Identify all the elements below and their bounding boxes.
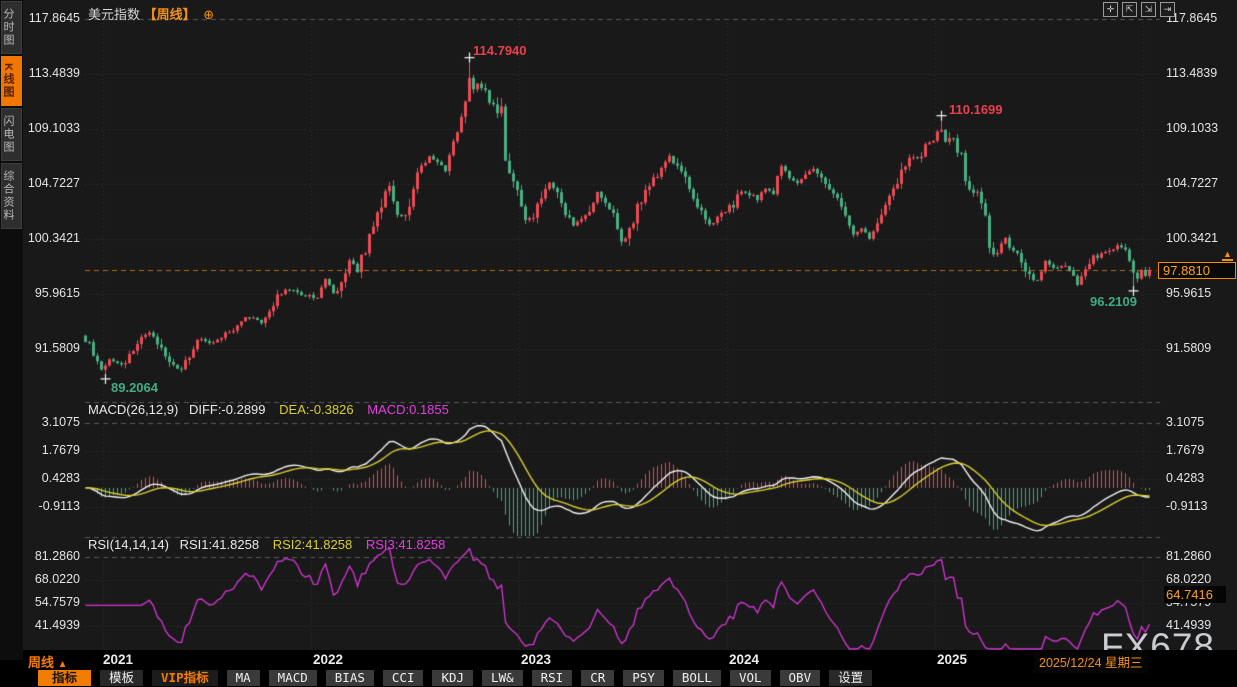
sidebar-item-综合资料[interactable]: 综合资料 [1,162,22,229]
toolbar-button-KDJ[interactable]: KDJ [432,670,474,686]
macd-name-label[interactable]: MACD(26,12,9) [88,402,179,417]
sidebar-item-闪电图[interactable]: 闪电图 [1,107,22,161]
annotation-low-2025: 96.2109 [1090,294,1137,309]
window-controls: ✛ ⇱ ⇲ ⇥ [1103,2,1175,17]
rsi-axis-label-left: 54.7579 [34,595,80,609]
x-axis-year-2022: 2022 [312,652,344,667]
rsi3-value: RSI3:41.8258 [365,537,446,552]
x-axis-year-2021: 2021 [102,652,134,667]
toolbar-button-CR[interactable]: CR [581,670,615,686]
rsi-label-row: RSI(14,14,14) RSI1:41.8258 RSI2:41.8258 … [88,537,445,552]
toolbar-button-CCI[interactable]: CCI [382,670,424,686]
macd-hist-value: MACD:0.1855 [367,402,449,417]
price-marker-icon[interactable]: ▲ [1222,250,1233,261]
rsi-axis-label-left: 41.4939 [34,618,80,632]
toolbar-button-BOLL[interactable]: BOLL [672,670,721,686]
annotation-peak-2025: 110.1699 [949,102,1003,117]
macd-dea-value: DEA:-0.3826 [279,402,354,417]
price-axis-label-left: 100.3421 [27,231,80,245]
annotation-peak-2022: 114.7940 [473,43,527,58]
price-axis-label-right: 104.7227 [1166,176,1219,190]
price-axis-label-right: 95.9615 [1166,286,1212,300]
sidebar-item-分时图[interactable]: 分时图 [1,1,22,54]
rsi2-value: RSI2:41.8258 [272,537,353,552]
toolbar-button-设置[interactable]: 设置 [829,670,873,686]
price-axis-label-left: 95.9615 [34,286,80,300]
price-axis-label-left: 113.4839 [28,66,80,80]
add-indicator-icon[interactable]: ⊕ [203,7,215,22]
x-axis-year-2023: 2023 [520,652,552,667]
macd-axis-label-left: -0.9113 [38,499,80,513]
rsi-latest-value-box: 64.7416 [1164,586,1226,603]
macd-axis-label-right: -0.9113 [1166,499,1208,513]
toolbar-button-MACD[interactable]: MACD [268,670,317,686]
rsi-name-label[interactable]: RSI(14,14,14) [88,537,169,552]
price-marker-bar [1222,259,1233,261]
price-axis-label-right: 100.3421 [1166,231,1219,245]
toolbar-button-RSI[interactable]: RSI [531,670,573,686]
price-marker-arrow: ▲ [1223,249,1232,259]
crosshair-tool-icon[interactable]: ✛ [1103,2,1118,17]
macd-axis-label-left: 3.1075 [41,415,80,429]
rsi-axis-label-left: 81.2860 [34,549,80,563]
macd-diff-value: DIFF:-0.2899 [188,402,266,417]
toolbar-button-MA[interactable]: MA [226,670,260,686]
chart-header: 美元指数 【周线】 ⊕ [88,4,214,23]
rsi1-value: RSI1:41.8258 [179,537,260,552]
price-axis-label-right: 109.1033 [1166,121,1219,135]
price-axis-label-left: 117.8645 [28,11,80,25]
rsi-axis-label-right: 68.0220 [1166,572,1212,586]
price-axis-label-left: 109.1033 [27,121,80,135]
price-axis-label-left: 91.5809 [34,341,80,355]
scale-y-axis-icon[interactable]: ⇱ [1122,2,1137,17]
price-axis-label-right: 113.4839 [1166,66,1218,80]
rsi-axis-label-left: 68.0220 [34,572,80,586]
price-axis-label-right: 91.5809 [1166,341,1212,355]
toolbar-button-PSY[interactable]: PSY [623,670,664,686]
x-axis-year-2024: 2024 [728,652,760,667]
toolbar-button-OBV[interactable]: OBV [779,670,821,686]
price-axis-label-right: 117.8645 [1166,11,1218,25]
indicator-toolbar: 指标 模板 VIP指标 MA MACD BIAS CCI KDJ LW& RSI CR PSY BOLL… [38,669,873,687]
toolbar-button-VOL[interactable]: VOL [729,670,771,686]
shift-right-icon[interactable]: ⇥ [1160,2,1175,17]
period-selector[interactable]: 周线 ▲ [28,652,68,671]
cursor-date-label: 2025/12/24 星期三 [1034,651,1148,673]
period-tag[interactable]: 【周线】 [143,7,196,22]
macd-axis-label-right: 1.7679 [1166,443,1205,457]
macd-axis-label-right: 0.4283 [1166,471,1205,485]
price-axis-label-left: 104.7227 [27,176,80,190]
x-axis-year-2025: 2025 [936,652,968,667]
period-selector-label: 周线 [28,655,55,670]
rsi-axis-label-right: 41.4939 [1166,618,1212,632]
macd-label-row: MACD(26,12,9) DIFF:-0.2899 DEA:-0.3826 M… [88,402,449,417]
toolbar-button-BIAS[interactable]: BIAS [325,670,374,686]
toolbar-button-指标[interactable]: 指标 [38,670,92,686]
sidebar-item-K线图[interactable]: K线图 [1,56,22,106]
macd-axis-label-left: 1.7679 [41,443,80,457]
toolbar-button-LW&[interactable]: LW& [482,670,523,686]
symbol-name: 美元指数 [88,7,141,22]
x-axis-row [0,650,1237,669]
toolbar-button-VIP指标[interactable]: VIP指标 [152,670,218,686]
annotation-low-2021: 89.2064 [111,380,158,395]
rsi-axis-label-right: 81.2860 [1166,549,1212,563]
last-price-box: 97.8810 [1158,262,1236,279]
toolbar-button-模板[interactable]: 模板 [100,670,144,686]
period-up-arrow-icon: ▲ [57,659,68,670]
macd-axis-label-left: 0.4283 [41,471,80,485]
macd-axis-label-right: 3.1075 [1166,415,1205,429]
left-sidebar: 分时图 K线图 闪电图 综合资料 [0,0,23,660]
scale-x-axis-icon[interactable]: ⇲ [1141,2,1156,17]
